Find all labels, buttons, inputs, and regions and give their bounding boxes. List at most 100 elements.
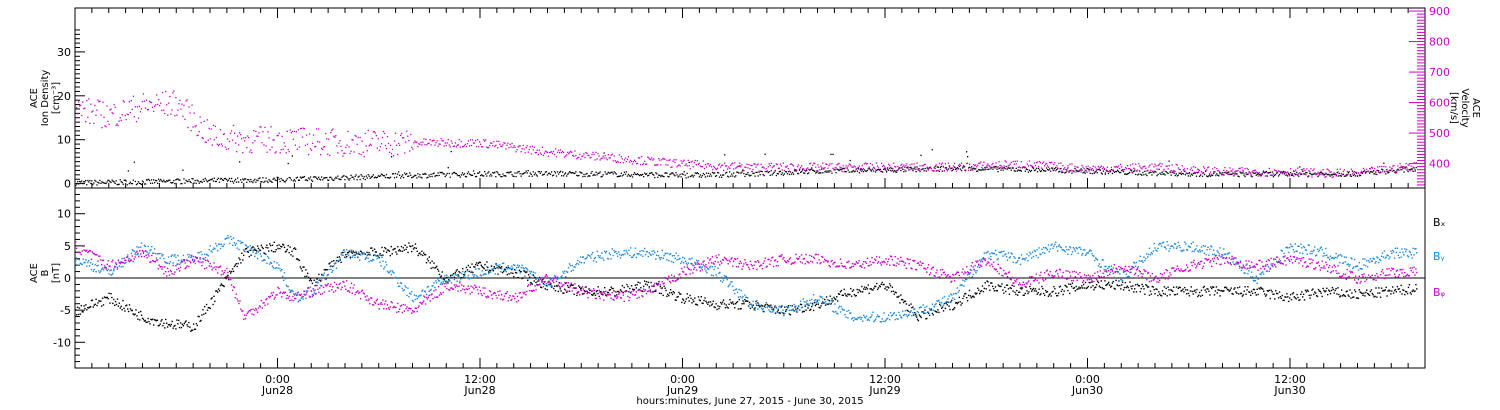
velocity-point: [163, 109, 165, 111]
density-point: [651, 172, 653, 174]
density-point: [231, 180, 234, 183]
density-point: [89, 179, 91, 182]
density-point: [868, 168, 871, 170]
by-point: [633, 253, 636, 256]
density-point: [265, 177, 267, 179]
velocity-point: [544, 150, 547, 152]
velocity-point: [891, 170, 893, 172]
density-point: [595, 171, 597, 173]
velocity-point: [212, 124, 214, 126]
velocity-point: [119, 117, 121, 119]
bx-point: [222, 285, 224, 287]
bx-point: [728, 303, 730, 305]
bx-point: [135, 309, 137, 311]
velocity-point: [1249, 172, 1251, 174]
velocity-point: [894, 165, 896, 168]
bx-point: [663, 285, 665, 287]
bx-point: [947, 301, 949, 303]
density-point: [428, 174, 430, 176]
velocity-point: [835, 166, 837, 169]
density-point: [421, 177, 423, 179]
by-point: [603, 259, 605, 261]
by-point: [448, 276, 450, 278]
density-point: [917, 169, 919, 171]
bx-point: [1295, 298, 1297, 300]
velocity-point: [1080, 171, 1082, 173]
velocity-point: [947, 162, 950, 164]
density-point: [718, 176, 721, 178]
velocity-point: [627, 156, 630, 158]
by-point: [246, 246, 249, 249]
velocity-point: [601, 157, 603, 159]
bx-point: [1214, 290, 1217, 292]
bx-point: [1144, 293, 1146, 295]
bx-point: [92, 306, 94, 308]
velocity-point: [520, 151, 522, 153]
velocity-point: [273, 139, 275, 141]
density-point: [407, 175, 409, 178]
velocity-point: [306, 143, 309, 145]
by-point: [472, 274, 474, 276]
bx-point: [111, 296, 113, 299]
bx-point: [199, 320, 201, 322]
bx-point: [388, 250, 391, 252]
bx-point: [729, 299, 731, 301]
bx-point: [665, 289, 667, 292]
velocity-point: [486, 146, 488, 148]
velocity-point: [517, 146, 519, 148]
density-point: [772, 172, 774, 175]
velocity-point: [660, 164, 662, 166]
density-point: [168, 179, 170, 181]
velocity-point: [478, 146, 480, 148]
velocity-point: [686, 165, 688, 167]
velocity-point: [462, 145, 465, 148]
density-point: [628, 175, 631, 177]
bx-point: [1153, 289, 1155, 291]
velocity-point: [760, 163, 762, 165]
velocity-point: [489, 144, 491, 147]
bx-point: [1207, 288, 1209, 290]
by-point: [349, 257, 352, 260]
density-point: [622, 174, 625, 176]
density-point: [397, 173, 399, 175]
density-point: [207, 180, 209, 182]
bx-point: [359, 253, 361, 256]
bx-point: [1056, 295, 1058, 297]
density-point: [618, 175, 620, 177]
bx-point: [836, 296, 838, 298]
bx-point: [574, 287, 576, 289]
velocity-point: [490, 142, 492, 144]
velocity-point: [1108, 171, 1111, 173]
by-point: [668, 260, 670, 262]
density-point: [412, 176, 414, 178]
bx-point: [874, 285, 876, 288]
by-point: [645, 251, 648, 253]
velocity-point: [920, 169, 922, 171]
velocity-point: [721, 164, 723, 167]
velocity-point: [806, 168, 808, 170]
by-point: [478, 268, 481, 270]
velocity-point: [1294, 170, 1296, 173]
velocity-point: [1292, 173, 1294, 175]
velocity-point: [1367, 170, 1369, 172]
by-point: [497, 264, 499, 266]
by-point: [165, 262, 167, 264]
velocity-point: [146, 109, 149, 111]
velocity-point: [1018, 166, 1020, 168]
bx-point: [204, 312, 207, 314]
bx-point: [650, 281, 652, 284]
velocity-point: [401, 132, 403, 135]
bx-point: [187, 325, 189, 328]
density-point: [493, 172, 495, 174]
bx-point: [807, 307, 809, 309]
density-point: [330, 176, 332, 178]
density-point: [1130, 169, 1132, 171]
bx-point: [140, 310, 142, 313]
bx-point: [1185, 289, 1187, 291]
velocity-point: [1014, 160, 1016, 162]
density-point: [568, 172, 570, 174]
by-point: [436, 282, 438, 284]
bx-point: [744, 299, 746, 301]
density-point: [1100, 172, 1102, 174]
density-point: [780, 173, 782, 176]
